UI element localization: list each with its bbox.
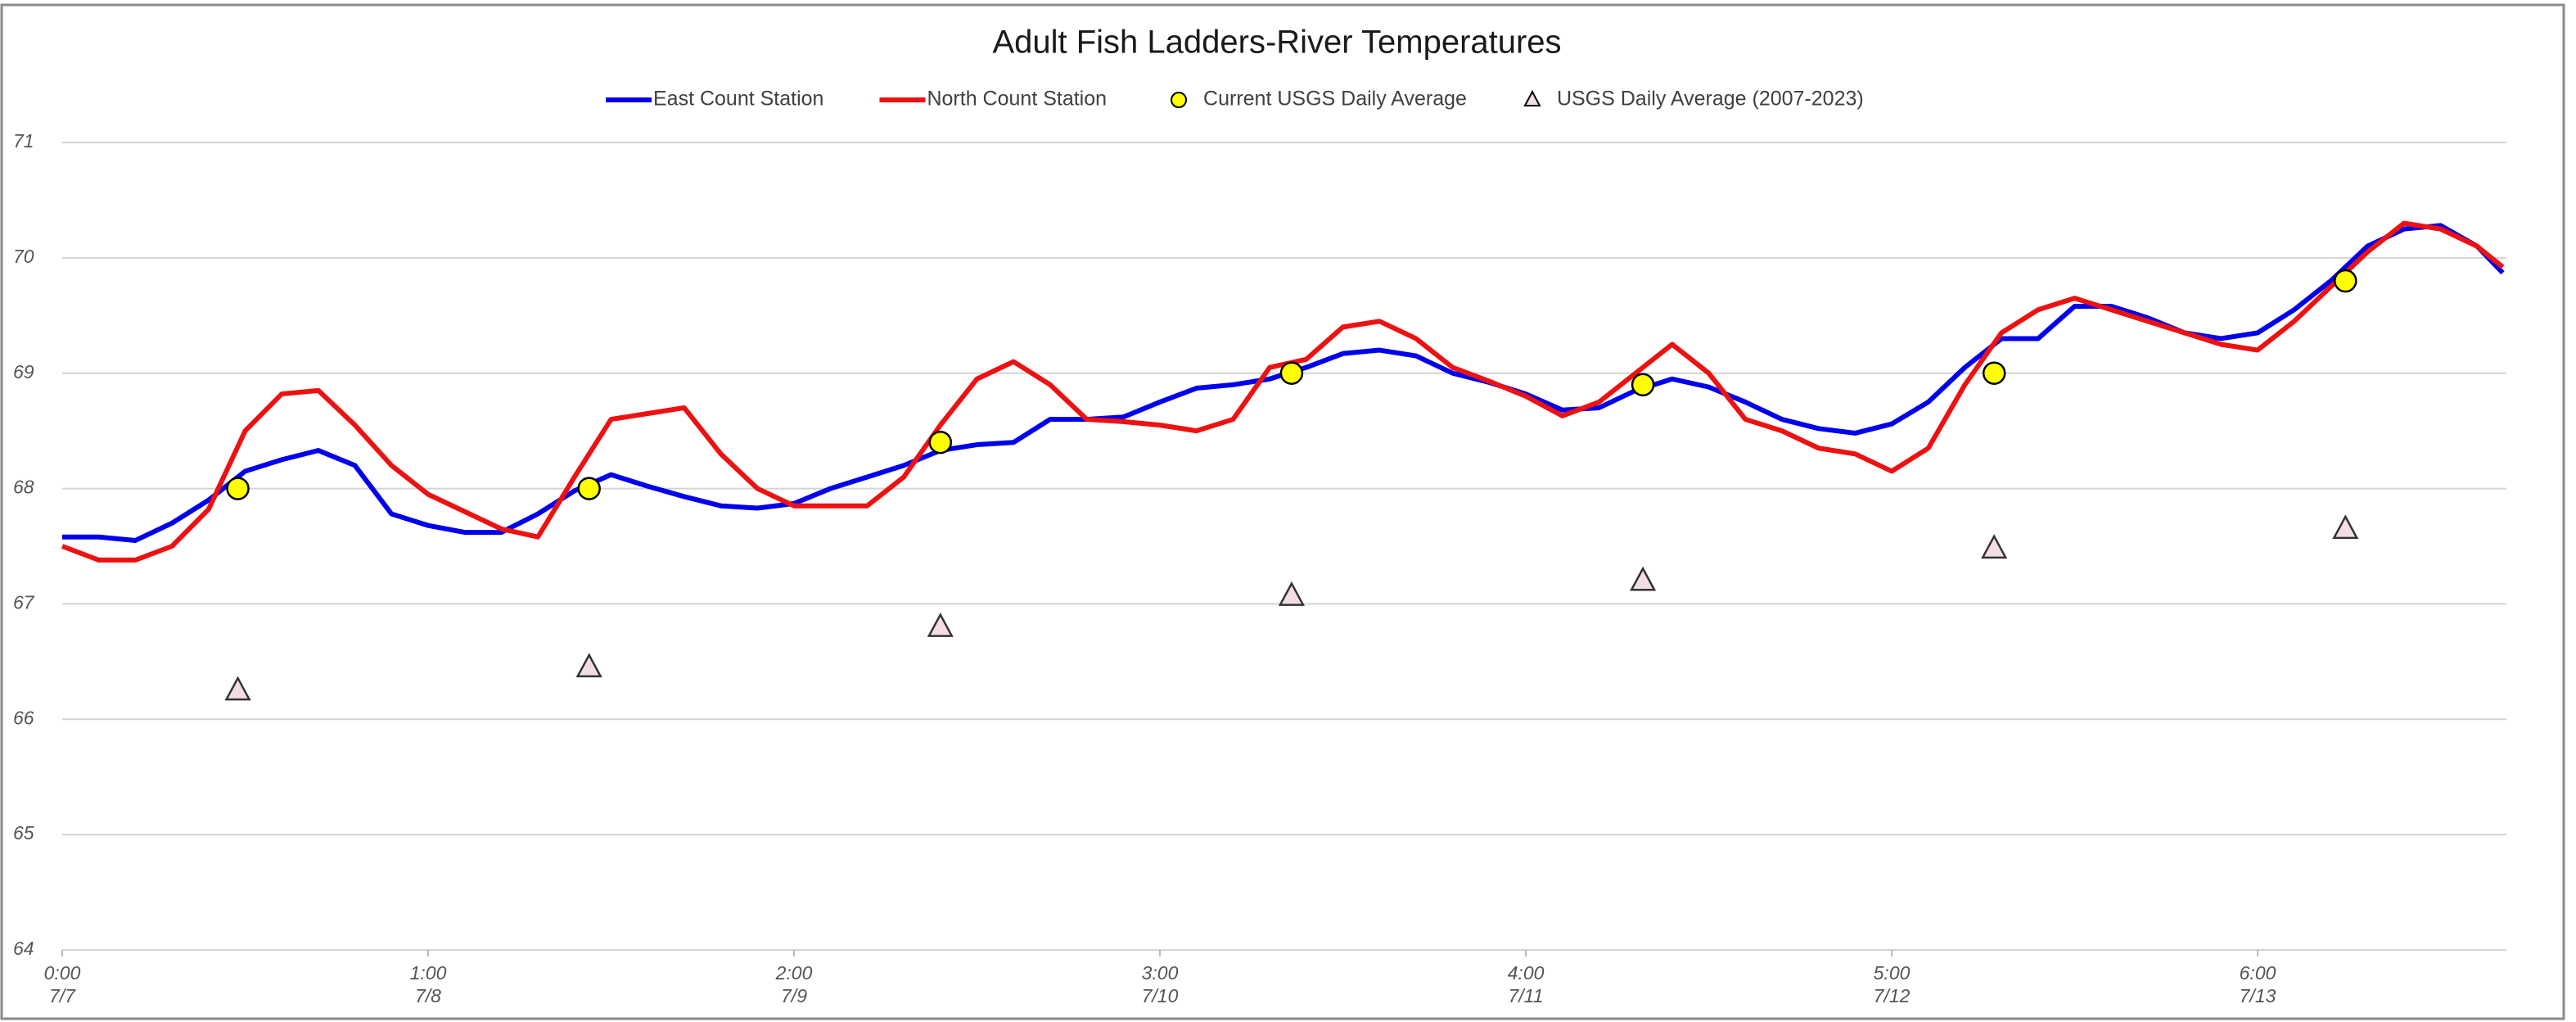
y-tick-label: 70 xyxy=(13,246,34,267)
point xyxy=(927,612,954,637)
y-tick-label: 65 xyxy=(13,822,34,843)
legend-label: Current USGS Daily Average xyxy=(1203,88,1467,111)
point xyxy=(1982,361,2006,385)
chart-title: Adult Fish Ladders-River Temperatures xyxy=(992,25,1561,61)
x-tick-label: 5:00 xyxy=(1874,962,1911,984)
y-tick-label: 69 xyxy=(13,361,34,382)
point xyxy=(1629,566,1657,591)
point xyxy=(2334,269,2357,293)
y-tick-label: 68 xyxy=(13,477,34,498)
y-tick-label: 71 xyxy=(13,130,34,151)
y-tick-label: 64 xyxy=(13,938,34,959)
x-tick-date: 7/8 xyxy=(415,985,441,1006)
legend-label: USGS Daily Average (2007-2023) xyxy=(1557,88,1864,111)
point xyxy=(1279,361,1304,385)
x-tick-date: 7/12 xyxy=(1874,985,1911,1006)
x-tick-label: 3:00 xyxy=(1142,962,1179,984)
point xyxy=(1981,534,2008,559)
legend-label: East Count Station xyxy=(653,88,823,111)
point xyxy=(224,676,251,701)
point xyxy=(575,653,602,678)
x-tick-label: 4:00 xyxy=(1508,962,1545,984)
legend-label: North Count Station xyxy=(927,88,1107,111)
y-tick-label: 66 xyxy=(13,707,34,728)
x-tick-label: 2:00 xyxy=(775,962,813,984)
x-tick-date: 7/11 xyxy=(1508,985,1543,1006)
point xyxy=(928,430,953,454)
x-tick-date: 7/7 xyxy=(49,985,76,1006)
x-tick-label: 1:00 xyxy=(410,962,447,984)
x-tick-date: 7/9 xyxy=(781,985,807,1006)
x-tick-date: 7/10 xyxy=(1142,985,1179,1006)
point xyxy=(2332,514,2359,540)
x-tick-date: 7/13 xyxy=(2240,985,2276,1006)
point xyxy=(577,477,601,500)
point xyxy=(1631,373,1655,397)
chart-frame xyxy=(0,3,2565,1020)
y-tick-label: 67 xyxy=(13,592,35,613)
legend-swatch xyxy=(1171,92,1188,108)
x-tick-label: 0:00 xyxy=(44,962,81,984)
point xyxy=(1278,581,1306,606)
legend-swatch xyxy=(1523,89,1541,106)
x-tick-label: 6:00 xyxy=(2240,962,2276,984)
point xyxy=(226,477,250,500)
